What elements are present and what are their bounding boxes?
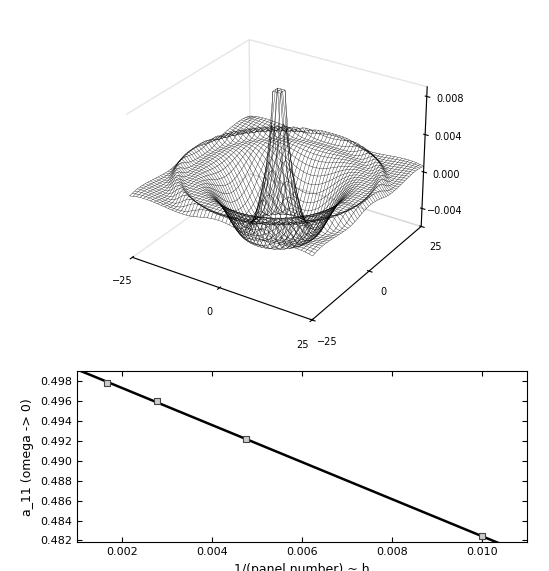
Point: [242, 435, 250, 444]
Point: [153, 396, 161, 405]
X-axis label: 1/(panel number) ~ h: 1/(panel number) ~ h: [234, 563, 370, 571]
Point: [478, 532, 486, 541]
Point: [103, 379, 111, 388]
Y-axis label: a_11 (omega -> 0): a_11 (omega -> 0): [21, 398, 35, 516]
